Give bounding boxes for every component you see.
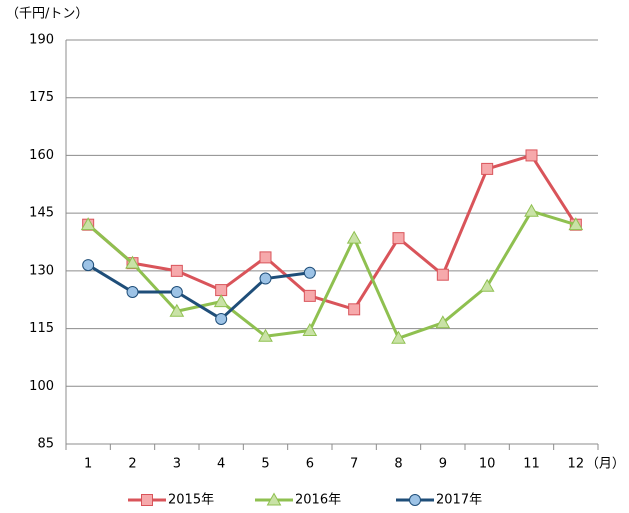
marker (259, 272, 272, 285)
legend-item: 2015年 (128, 493, 214, 508)
series-line (87, 263, 311, 321)
marker (169, 303, 185, 317)
marker (409, 494, 421, 506)
y-unit-label: （千円/トン） (6, 7, 88, 22)
marker (125, 255, 140, 269)
series-line (87, 153, 578, 311)
marker (82, 259, 95, 272)
x-tick-label: 11 (523, 457, 540, 472)
marker (435, 315, 451, 329)
marker (303, 289, 316, 302)
marker (346, 230, 362, 244)
marker (436, 268, 449, 281)
marker (141, 494, 153, 506)
y-tick-label: 115 (29, 321, 54, 336)
y-tick-label: 130 (29, 263, 54, 278)
marker (266, 492, 282, 506)
y-tick-label: 190 (29, 33, 54, 48)
y-tick-label: 145 (29, 206, 54, 221)
x-tick-label: 10 (479, 457, 496, 472)
y-tick-label: 160 (29, 148, 54, 163)
marker (215, 284, 228, 297)
marker (215, 312, 228, 325)
x-tick-label: 12 (568, 457, 585, 472)
marker (170, 286, 183, 299)
series-line (87, 209, 577, 340)
x-tick-label: 6 (306, 457, 314, 472)
legend-item: 2017年 (396, 493, 482, 508)
marker (258, 328, 273, 342)
x-unit-label: （月） (586, 457, 625, 472)
x-tick-label: 1 (84, 457, 92, 472)
marker (170, 264, 183, 277)
x-tick-label: 2 (128, 457, 136, 472)
y-tick-label: 100 (29, 379, 54, 394)
marker (126, 286, 139, 299)
legend-label: 2016年 (295, 493, 341, 508)
x-tick-label: 3 (173, 457, 181, 472)
x-tick-label: 8 (394, 457, 402, 472)
marker (524, 203, 539, 217)
marker (302, 322, 318, 336)
y-tick-label: 85 (37, 437, 54, 452)
y-tick-label: 175 (29, 90, 54, 105)
x-tick-label: 4 (217, 457, 225, 472)
marker (80, 217, 96, 231)
x-tick-label: 7 (350, 457, 358, 472)
legend-label: 2017年 (436, 493, 482, 508)
legend-label: 2015年 (168, 493, 214, 508)
marker (303, 266, 316, 279)
x-tick-label: 5 (261, 457, 269, 472)
legend-item: 2016年 (255, 492, 341, 508)
marker (392, 232, 405, 245)
x-tick-label: 9 (439, 457, 447, 472)
marker (479, 278, 495, 292)
marker (481, 162, 494, 175)
marker (213, 294, 229, 308)
marker (568, 217, 584, 231)
marker (348, 303, 361, 316)
marker (259, 251, 272, 264)
marker (391, 330, 406, 344)
marker (525, 149, 538, 162)
